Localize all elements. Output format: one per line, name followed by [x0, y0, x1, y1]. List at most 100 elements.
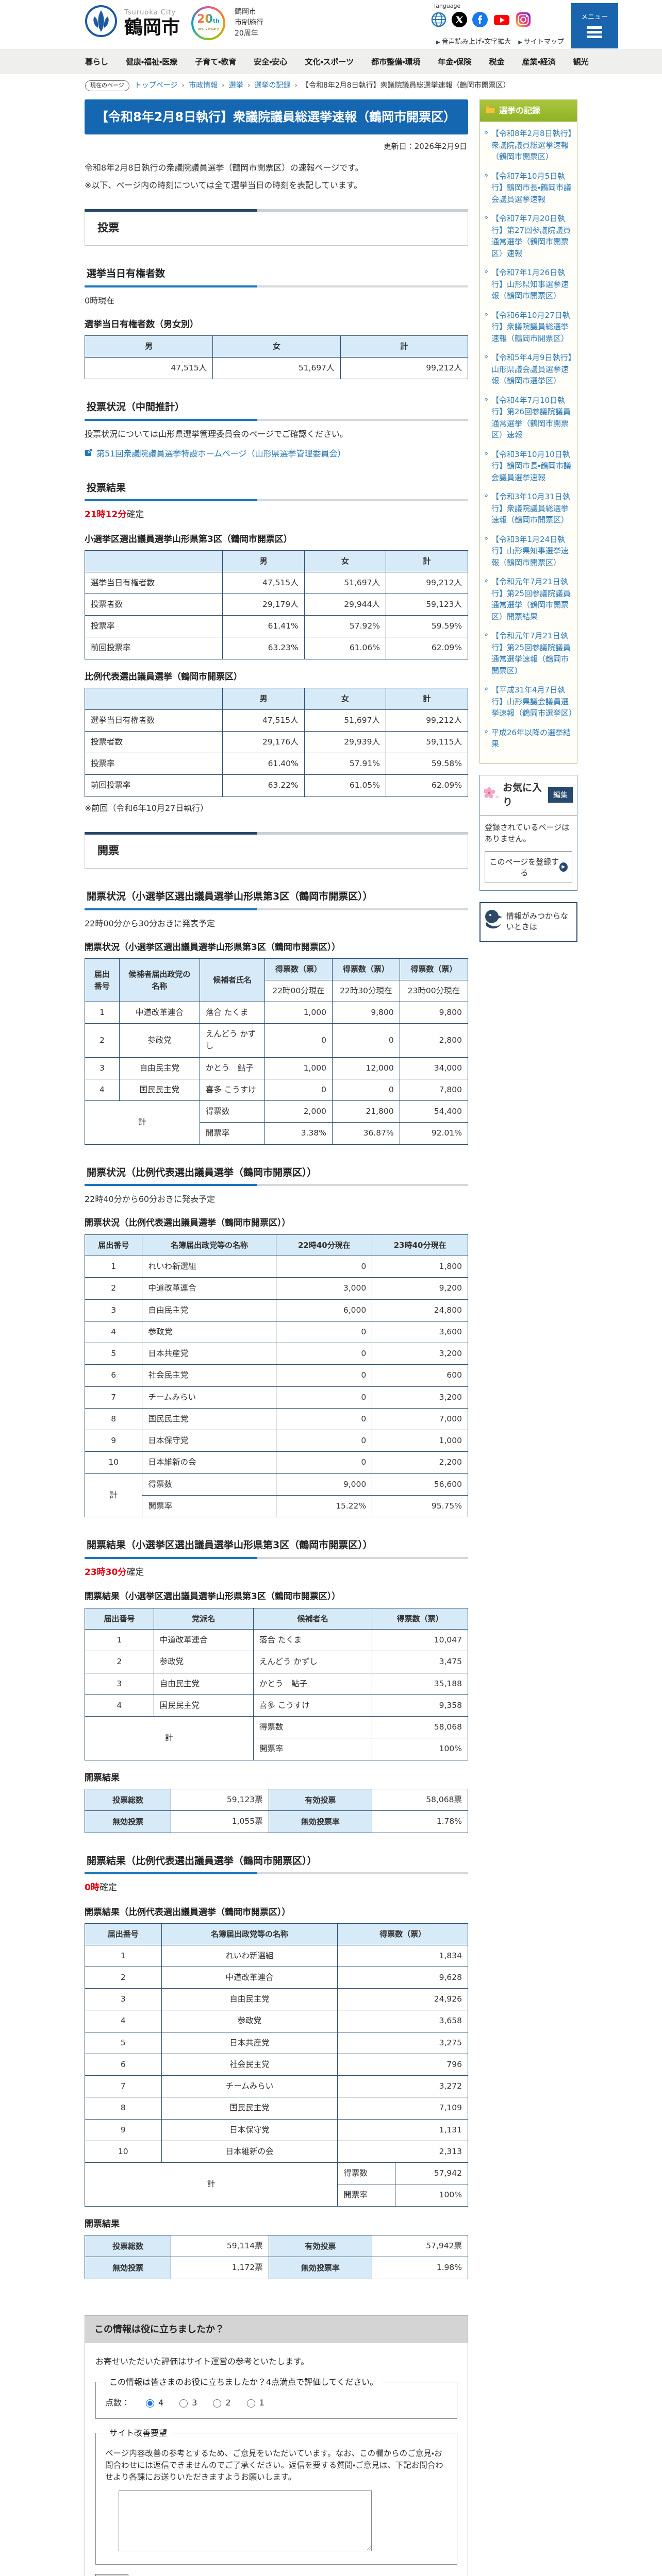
score-radio[interactable] — [246, 2399, 255, 2408]
table-cell: 0 — [276, 1386, 373, 1409]
table-cell: 得票数 — [142, 1473, 277, 1496]
score-option[interactable]: 1 — [244, 2397, 264, 2409]
brand-city-name: 鶴岡市 — [124, 17, 180, 39]
table-cell: 1,172票 — [171, 2257, 269, 2279]
table-cell: れいわ新選組 — [161, 1944, 338, 1967]
caption-count-result-pr: 開票結果（比例代表選出議員選挙（鶴岡市開票区）） — [85, 1907, 291, 1918]
sidebar-record-link[interactable]: 【令和3年1月24日執行】山形県知事選挙速報（鶴岡市開票区） — [491, 534, 569, 567]
score-option[interactable]: 2 — [210, 2397, 231, 2409]
table-cell: 9,800 — [332, 1001, 400, 1024]
sidebar-record-item[interactable]: » 【令和元年7月21日執行】第25回参議院議員通常選挙速報（鶴岡市開票区） — [484, 630, 573, 676]
chevron-right-icon: » — [484, 268, 488, 276]
table-cell: 57,942票 — [372, 2235, 468, 2258]
anniversary-text: 鶴岡市 市制施行 20周年 — [235, 8, 264, 38]
nav-item[interactable]: 子育て・教育 — [195, 57, 237, 66]
sidebar-record-link[interactable]: 【令和元年7月21日執行】第25回参議院議員通常選挙速報（鶴岡市開票区） — [491, 631, 571, 675]
improve-textarea[interactable] — [119, 2490, 372, 2552]
table-cell: 29,944人 — [304, 593, 386, 616]
sidebar-record-item[interactable]: » 【令和4年7月10日執行】第26回参議院議員通常選挙（鶴岡市開票区）速報 — [484, 395, 573, 441]
table-header-cell: 計 — [385, 688, 469, 710]
nav-item[interactable]: 産業・経済 — [522, 57, 556, 66]
nav-item[interactable]: 暮らし — [85, 57, 109, 66]
sidebar-record-item[interactable]: » 【令和3年1月24日執行】山形県知事選挙速報（鶴岡市開票区） — [484, 534, 573, 569]
submit-button[interactable]: 送信 — [95, 2574, 129, 2576]
table-cell: 1,131 — [337, 2119, 468, 2141]
score-radio[interactable] — [213, 2399, 222, 2408]
sidebar-record-link[interactable]: 【令和5年4月9日執行】山形県議会議員選挙速報（鶴岡市選挙区） — [491, 353, 572, 385]
table-cell: 3,000 — [276, 1277, 373, 1300]
nav-item[interactable]: 年金・保険 — [438, 57, 472, 66]
youtube-icon[interactable] — [493, 12, 510, 31]
sitemap-link[interactable]: サイトマップ — [523, 38, 564, 46]
sidebar-record-link[interactable]: 【令和7年10月5日執行】鶴岡市長・鶴岡市議会議員選挙速報 — [491, 171, 572, 204]
score-radio[interactable] — [179, 2399, 188, 2408]
sidebar-record-link[interactable]: 【令和7年1月26日執行】山形県知事選挙速報（鶴岡市開票区） — [491, 268, 569, 300]
table-header-cell: 名簿届出政党等の名称 — [142, 1234, 277, 1257]
menu-button[interactable]: メニュー — [571, 3, 618, 48]
table-cell: 7,800 — [399, 1078, 469, 1101]
sidebar-record-link[interactable]: 【平成31年4月7日執行】山形県議会議員選挙速報（鶴岡市選挙区） — [491, 685, 576, 718]
chevron-right-icon: » — [484, 534, 488, 543]
table-header-cell: 女 — [212, 335, 341, 358]
info-notfound-box[interactable]: ? 情報がみつからないときは — [479, 902, 577, 942]
nav-item[interactable]: 税金 — [489, 57, 505, 66]
brand[interactable]: Tsuruoka City 鶴岡市 20th anniversary 鶴岡市 市… — [85, 5, 263, 41]
sidebar-record-item[interactable]: » 平成26年以降の選挙結果 — [484, 727, 573, 750]
table-header-cell: 無効投票 — [84, 2257, 172, 2279]
table-row: 3 自由民主党 かとう 鮎子 1,000 12,000 34,000 — [85, 1057, 469, 1079]
register-page-button[interactable]: このページを登録する ▶ — [485, 851, 572, 883]
sidebar-record-link[interactable]: 平成26年以降の選挙結果 — [491, 727, 571, 749]
breadcrumb-link[interactable]: 選挙の記録 — [254, 81, 291, 90]
table-cell: 100% — [394, 2184, 469, 2207]
favorites-edit-button[interactable]: 編集 — [548, 787, 573, 803]
sidebar-record-item[interactable]: » 【令和5年4月9日執行】山形県議会議員選挙速報（鶴岡市選挙区） — [484, 352, 573, 387]
nav-item[interactable]: 文化・スポーツ — [305, 57, 354, 66]
table-cell: 92.01% — [399, 1122, 469, 1145]
table-cell: 29,179人 — [222, 593, 305, 616]
sidebar-record-item[interactable]: » 【令和7年10月5日執行】鶴岡市長・鶴岡市議会議員選挙速報 — [484, 171, 573, 206]
external-link-icon — [85, 448, 93, 460]
table-cell: えんどう かずし — [253, 1651, 373, 1673]
nav-item[interactable]: 健康・福祉・医療 — [126, 57, 178, 66]
table-cell: 57.92% — [304, 615, 386, 638]
sidebar-record-item[interactable]: » 【令和6年10月27日執行】衆議院議員総選挙速報（鶴岡市開票区） — [484, 310, 573, 345]
sidebar-record-link[interactable]: 【令和7年7月20日執行】第27回参議院議員通常選挙（鶴岡市開票区）速報 — [491, 214, 571, 258]
nav-item[interactable]: 都市整備・環境 — [371, 57, 421, 66]
sidebar-record-item[interactable]: » 【令和元年7月21日執行】第25回参議院議員通常選挙（鶴岡市開票区）開票結果 — [484, 576, 573, 622]
table-cell: 得票数 — [199, 1100, 266, 1123]
sidebar-record-link[interactable]: 【令和4年7月10日執行】第26回参議院議員通常選挙（鶴岡市開票区）速報 — [491, 395, 571, 440]
sidebar-record-item[interactable]: » 【令和3年10月31日執行】衆議院議員総選挙速報（鶴岡市開票区） — [484, 491, 573, 526]
pref-election-link[interactable]: 第51回衆議院議員選挙特設ホームページ（山形県選挙管理委員会） — [96, 448, 346, 459]
nav-item[interactable]: 観光 — [573, 57, 589, 66]
breadcrumb-link[interactable]: 選挙 — [228, 81, 243, 90]
table-row: 投票者数 29,179人 29,944人 59,123人 — [84, 593, 469, 616]
sidebar-record-item[interactable]: » 【令和8年2月8日執行】衆議院議員総選挙速報（鶴岡市開票区） — [484, 128, 573, 163]
sidebar-record-link[interactable]: 【令和8年2月8日執行】衆議院議員総選挙速報（鶴岡市開票区） — [491, 129, 572, 161]
table-row: 8 国民民主党 7,109 — [85, 2097, 468, 2120]
sidebar-record-item[interactable]: » 【令和7年7月20日執行】第27回参議院議員通常選挙（鶴岡市開票区）速報 — [484, 213, 573, 259]
readaloud-link[interactable]: 音声読み上げ・文字拡大 — [441, 38, 511, 46]
breadcrumb-link[interactable]: 市政情報 — [189, 81, 218, 90]
score-option[interactable]: 4 — [143, 2397, 163, 2409]
folder-icon — [485, 105, 495, 117]
sidebar-record-item[interactable]: » 【令和3年10月10日執行】鶴岡市長・鶴岡市議会議員選挙速報 — [484, 449, 573, 484]
sidebar-record-link[interactable]: 【令和6年10月27日執行】衆議院議員総選挙速報（鶴岡市開票区） — [491, 310, 570, 343]
table-cell: 51,697人 — [212, 357, 341, 380]
table-row: 開票率 100% — [85, 1738, 468, 1760]
sidebar-record-link[interactable]: 【令和3年10月31日執行】衆議院議員総選挙速報（鶴岡市開票区） — [491, 492, 570, 524]
breadcrumb-link[interactable]: トップページ — [134, 81, 178, 90]
nav-item[interactable]: 安全・安心 — [254, 57, 288, 66]
table-cell: 自由民主党 — [161, 1988, 338, 2011]
score-option[interactable]: 3 — [177, 2397, 197, 2409]
table-cell: 2,200 — [372, 1451, 468, 1474]
sidebar-record-link[interactable]: 【令和3年10月10日執行】鶴岡市長・鶴岡市議会議員選挙速報 — [491, 449, 572, 482]
facebook-icon[interactable] — [472, 11, 488, 31]
sidebar-record-item[interactable]: » 【平成31年4月7日執行】山形県議会議員選挙速報（鶴岡市選挙区） — [484, 684, 576, 719]
sidebar-record-link[interactable]: 【令和元年7月21日執行】第25回参議院議員通常選挙（鶴岡市開票区）開票結果 — [491, 577, 571, 621]
instagram-icon[interactable] — [516, 12, 531, 31]
sidebar-record-item[interactable]: » 【令和7年1月26日執行】山形県知事選挙速報（鶴岡市開票区） — [484, 267, 573, 302]
language-globe-icon[interactable] — [431, 12, 446, 31]
table-row: 男女計 — [84, 688, 469, 710]
x-icon[interactable] — [452, 11, 468, 31]
score-radio[interactable] — [146, 2399, 155, 2408]
